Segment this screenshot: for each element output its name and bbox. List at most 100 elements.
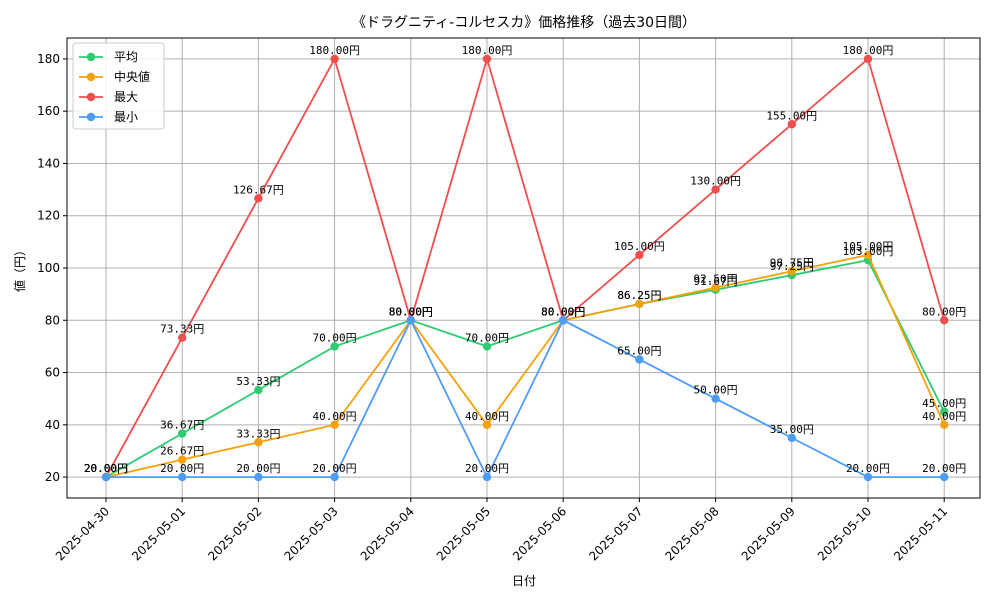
y-tick-label: 140	[37, 156, 60, 170]
series-line	[106, 318, 945, 480]
legend-marker	[86, 112, 96, 122]
y-tick-label: 80	[45, 313, 60, 327]
data-label: 103.00円	[843, 245, 894, 258]
data-label: 98.75円	[770, 256, 814, 269]
data-label: 80.00円	[922, 305, 966, 318]
data-label: 20.00円	[313, 462, 357, 475]
x-axis-ticks: 2025-04-30 2025-05-01 2025-05-02 2025-05-03…	[53, 498, 950, 563]
data-point	[482, 54, 492, 64]
data-label: 126.67円	[233, 183, 284, 196]
data-label: 86.25円	[617, 289, 661, 302]
data-label: 80.00円	[541, 305, 585, 318]
data-label: 20.00円	[160, 462, 204, 475]
x-tick-label: 2025-05-09	[739, 504, 798, 563]
x-tick-label: 2025-05-03	[282, 504, 341, 563]
data-point	[559, 316, 568, 325]
data-label: 180.00円	[843, 44, 894, 57]
data-point	[330, 472, 339, 482]
data-label: 20.00円	[236, 462, 280, 475]
data-label: 73.33円	[160, 323, 204, 336]
data-point	[330, 420, 339, 430]
data-label: 36.67円	[160, 419, 204, 432]
legend-label: 中央値	[114, 69, 150, 84]
y-tick-label: 100	[37, 261, 60, 275]
data-label: 80.00円	[389, 305, 433, 318]
x-tick-label: 2025-05-02	[205, 504, 264, 563]
data-label: 40.00円	[465, 410, 509, 423]
x-tick-label: 2025-04-30	[53, 504, 112, 563]
data-point	[330, 54, 339, 64]
data-label: 50.00円	[694, 384, 738, 397]
data-label: 70.00円	[313, 331, 357, 344]
data-point	[254, 472, 263, 482]
data-label: 80.00円	[541, 305, 585, 318]
data-point	[101, 472, 111, 482]
data-point	[635, 299, 644, 309]
data-label: 40.00円	[922, 410, 966, 423]
chart-title: 《ドラグニティ-コルセスカ》価格推移（過去30日間）	[352, 15, 696, 31]
data-point	[178, 455, 187, 464]
data-point	[787, 267, 796, 276]
legend-marker	[86, 92, 96, 102]
data-label: 35.00円	[770, 423, 814, 436]
data-point	[940, 472, 949, 482]
data-point	[940, 407, 949, 416]
data-point	[711, 283, 720, 292]
data-label: 80.00円	[389, 305, 433, 318]
y-tick-label: 160	[37, 104, 60, 118]
data-label: 80.00円	[389, 305, 433, 318]
data-point	[406, 316, 415, 325]
data-point	[330, 342, 339, 351]
data-label: 20.00円	[84, 462, 128, 475]
y-tick-label: 120	[37, 209, 60, 223]
data-label: 33.33円	[236, 427, 280, 440]
x-tick-label: 2025-05-04	[358, 504, 417, 563]
data-point	[787, 120, 796, 129]
data-point	[482, 342, 492, 351]
data-label: 80.00円	[541, 305, 585, 318]
x-tick-label: 2025-05-11	[891, 504, 950, 563]
x-tick-label: 2025-05-06	[510, 504, 569, 563]
data-label: 20.00円	[465, 462, 509, 475]
data-point	[178, 429, 187, 438]
data-point	[635, 250, 644, 260]
data-label: 91.67円	[694, 275, 738, 288]
y-tick-label: 60	[45, 366, 60, 380]
legend-frame	[72, 42, 165, 130]
data-point	[940, 316, 949, 325]
data-label: 40.00円	[313, 410, 357, 423]
data-label: 65.00円	[617, 344, 661, 357]
data-label: 80.00円	[541, 305, 585, 318]
data-point	[863, 54, 873, 64]
data-label: 20.00円	[84, 462, 128, 475]
data-label: 105.00円	[843, 240, 894, 253]
series-line	[105, 259, 946, 478]
legend-label: 最大	[114, 90, 138, 104]
data-point	[940, 420, 949, 430]
data-point	[635, 355, 644, 364]
data-point	[863, 472, 873, 482]
data-point	[482, 472, 492, 482]
y-tick-label: 40	[45, 418, 60, 432]
legend-marker	[86, 72, 96, 82]
data-label: 20.00円	[84, 462, 128, 475]
data-point	[711, 394, 720, 403]
data-label: 86.25円	[617, 289, 661, 302]
legend-label: 最小	[114, 110, 138, 124]
x-tick-label: 2025-05-10	[815, 504, 874, 563]
y-tick-label: 20	[45, 470, 60, 484]
data-label: 155.00円	[766, 109, 817, 122]
data-point	[863, 250, 873, 260]
legend-marker	[86, 52, 96, 62]
data-label: 20.00円	[846, 462, 890, 475]
data-point	[254, 385, 263, 395]
data-point	[787, 433, 796, 443]
data-label: 130.00円	[690, 175, 741, 188]
data-point	[178, 472, 187, 482]
y-tick-label: 180	[37, 52, 60, 66]
series-line	[105, 253, 946, 478]
data-labels: 20.00円 36.67円 53.33円 70.00円 80.00円 70.00円 80.0…	[84, 44, 966, 475]
data-label: 26.67円	[160, 445, 204, 458]
